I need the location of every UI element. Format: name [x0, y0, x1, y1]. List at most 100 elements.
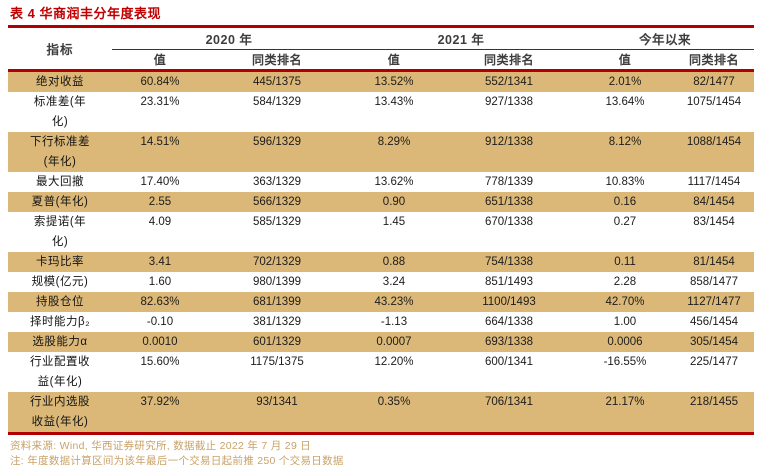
- calculation-note: 注: 年度数据计算区间为该年最后一个交易日起前推 250 个交易日数据: [10, 454, 344, 465]
- indicator-label: 标准差(年化): [33, 96, 87, 128]
- indicator-label: 选股能力α: [32, 336, 88, 348]
- rank-cell: 83/1454: [693, 216, 735, 228]
- value-cell: 0.90: [382, 196, 406, 208]
- value-cell: 13.52%: [374, 76, 414, 88]
- value-cell: 2.01%: [608, 76, 642, 88]
- indicator-label: 夏普(年化): [31, 196, 89, 208]
- table-row: 卡玛比率 3.41 702/1329 0.88 754/1338 0.11 81/1454: [8, 252, 755, 272]
- value-cell: 14.51%: [140, 136, 180, 148]
- rank-cell: 82/1477: [693, 76, 735, 88]
- value-column-header-ytd: 值: [618, 53, 632, 67]
- value-cell: 12.20%: [374, 356, 414, 368]
- rank-cell: 1100/1493: [482, 296, 536, 308]
- rank-cell: 1117/1454: [687, 176, 741, 188]
- value-cell: 60.84%: [140, 76, 180, 88]
- indicator-label: 行业内选股收益(年化): [30, 396, 90, 428]
- value-cell: 1.45: [382, 216, 406, 228]
- value-column-header-2021: 值: [387, 53, 401, 67]
- table-row: 绝对收益 60.84% 445/1375 13.52% 552/1341 2.01% 82/…: [8, 70, 755, 92]
- rank-cell: 84/1454: [693, 196, 735, 208]
- rank-cell: 693/1338: [485, 336, 533, 348]
- indicator-label: 持股仓位: [36, 296, 84, 308]
- value-cell: 10.83%: [605, 176, 645, 188]
- table-title: 表 4 华商润丰分年度表现: [10, 6, 161, 21]
- indicator-label: 索提诺(年化): [33, 216, 87, 248]
- value-cell: 0.11: [614, 256, 636, 268]
- rank-cell: 445/1375: [253, 76, 301, 88]
- table-header: 指标 2020 年 2021 年 今年以来 值 同类排名 值 同类排名 值 同类…: [8, 26, 755, 71]
- rank-cell: 702/1329: [253, 256, 301, 268]
- rank-cell: 1175/1375: [250, 356, 304, 368]
- indicator-label: 最大回撤: [36, 176, 84, 188]
- rank-cell: 596/1329: [253, 136, 301, 148]
- value-cell: 13.62%: [374, 176, 414, 188]
- table-row: 索提诺(年化) 4.09 585/1329 1.45 670/1338 0.27 83/14…: [8, 212, 754, 252]
- value-cell: 8.29%: [377, 136, 411, 148]
- rank-cell: 225/1477: [690, 356, 738, 368]
- value-cell: 0.0006: [607, 336, 643, 348]
- indicator-label: 下行标准差(年化): [30, 136, 90, 168]
- value-cell: 37.92%: [140, 396, 180, 408]
- value-cell: 2.28: [613, 276, 637, 288]
- value-cell: -0.10: [146, 316, 174, 328]
- rank-cell: 218/1455: [690, 396, 738, 408]
- rank-cell: 305/1454: [690, 336, 738, 348]
- table-row: 最大回撤 17.40% 363/1329 13.62% 778/1339 10.83% 11…: [8, 172, 754, 192]
- table-row: 标准差(年化) 23.31% 584/1329 13.43% 927/1338 13.64…: [8, 92, 754, 132]
- rank-cell: 456/1454: [690, 316, 738, 328]
- rank-cell: 1088/1454: [686, 136, 742, 148]
- value-cell: 13.43%: [374, 96, 414, 108]
- indicator-label: 规模(亿元): [31, 276, 89, 288]
- value-cell: 0.88: [382, 256, 406, 268]
- rank-column-header-ytd: 同类排名: [689, 53, 740, 67]
- value-cell: 1.00: [613, 316, 637, 328]
- table-footer: 资料来源: Wind, 华西证券研究所, 数据截止 2022 年 7 月 29 …: [8, 435, 754, 465]
- value-cell: 21.17%: [605, 396, 645, 408]
- value-cell: 42.70%: [605, 296, 645, 308]
- rank-cell: 1075/1454: [686, 96, 742, 108]
- rank-column-header-2021: 同类排名: [483, 53, 534, 67]
- table-row: 选股能力α 0.0010 601/1329 0.0007 693/1338 0.0006 3…: [8, 332, 755, 352]
- rank-column-header-2020: 同类排名: [251, 53, 302, 67]
- rank-cell: 81/1454: [693, 256, 735, 268]
- value-cell: -16.55%: [603, 356, 647, 368]
- value-cell: 4.09: [148, 216, 172, 228]
- rank-cell: 566/1329: [253, 196, 301, 208]
- rank-cell: 601/1329: [253, 336, 301, 348]
- year-header-2021: 2021 年: [346, 26, 576, 50]
- rank-cell: 664/1338: [485, 316, 533, 328]
- value-cell: 3.24: [382, 276, 406, 288]
- source-note: 资料来源: Wind, 华西证券研究所, 数据截止 2022 年 7 月 29 …: [10, 440, 312, 452]
- value-cell: 3.41: [148, 256, 172, 268]
- rank-cell: 912/1338: [485, 136, 533, 148]
- rank-cell: 980/1399: [253, 276, 301, 288]
- rank-cell: 681/1399: [253, 296, 301, 308]
- rank-cell: 600/1341: [485, 356, 533, 368]
- table-row: 持股仓位 82.63% 681/1399 43.23% 1100/1493 42.70% 1…: [8, 292, 755, 312]
- value-cell: 17.40%: [140, 176, 180, 188]
- table-row: 行业配置收益(年化) 15.60% 1175/1375 12.20% 600/1341 -…: [8, 352, 754, 392]
- rank-cell: 93/1341: [256, 396, 298, 408]
- indicator-label: 择时能力β₂: [29, 316, 91, 328]
- rank-cell: 651/1338: [485, 196, 533, 208]
- rank-cell: 1127/1477: [687, 296, 741, 308]
- indicator-label: 绝对收益: [36, 76, 84, 88]
- indicator-label: 卡玛比率: [36, 256, 84, 268]
- indicator-label: 行业配置收益(年化): [30, 356, 90, 388]
- year-header-row: 指标 2020 年 2021 年 今年以来: [8, 26, 755, 57]
- value-cell: 2.55: [148, 196, 172, 208]
- rank-cell: 858/1477: [690, 276, 738, 288]
- rank-cell: 706/1341: [485, 396, 533, 408]
- value-cell: 13.64%: [605, 96, 645, 108]
- table-row: 择时能力β₂ -0.10 381/1329 -1.13 664/1338 1.00 456/…: [8, 312, 754, 332]
- sub-header-row: 值 同类排名 值 同类排名 值 同类排名: [8, 50, 754, 71]
- rank-cell: 670/1338: [485, 216, 533, 228]
- value-cell: 23.31%: [140, 96, 180, 108]
- year-header-ytd: 今年以来: [576, 26, 755, 50]
- value-cell: 0.0007: [376, 336, 412, 348]
- value-cell: 15.60%: [140, 356, 180, 368]
- value-cell: 43.23%: [374, 296, 414, 308]
- rank-cell: 363/1329: [253, 176, 301, 188]
- value-cell: 8.12%: [608, 136, 642, 148]
